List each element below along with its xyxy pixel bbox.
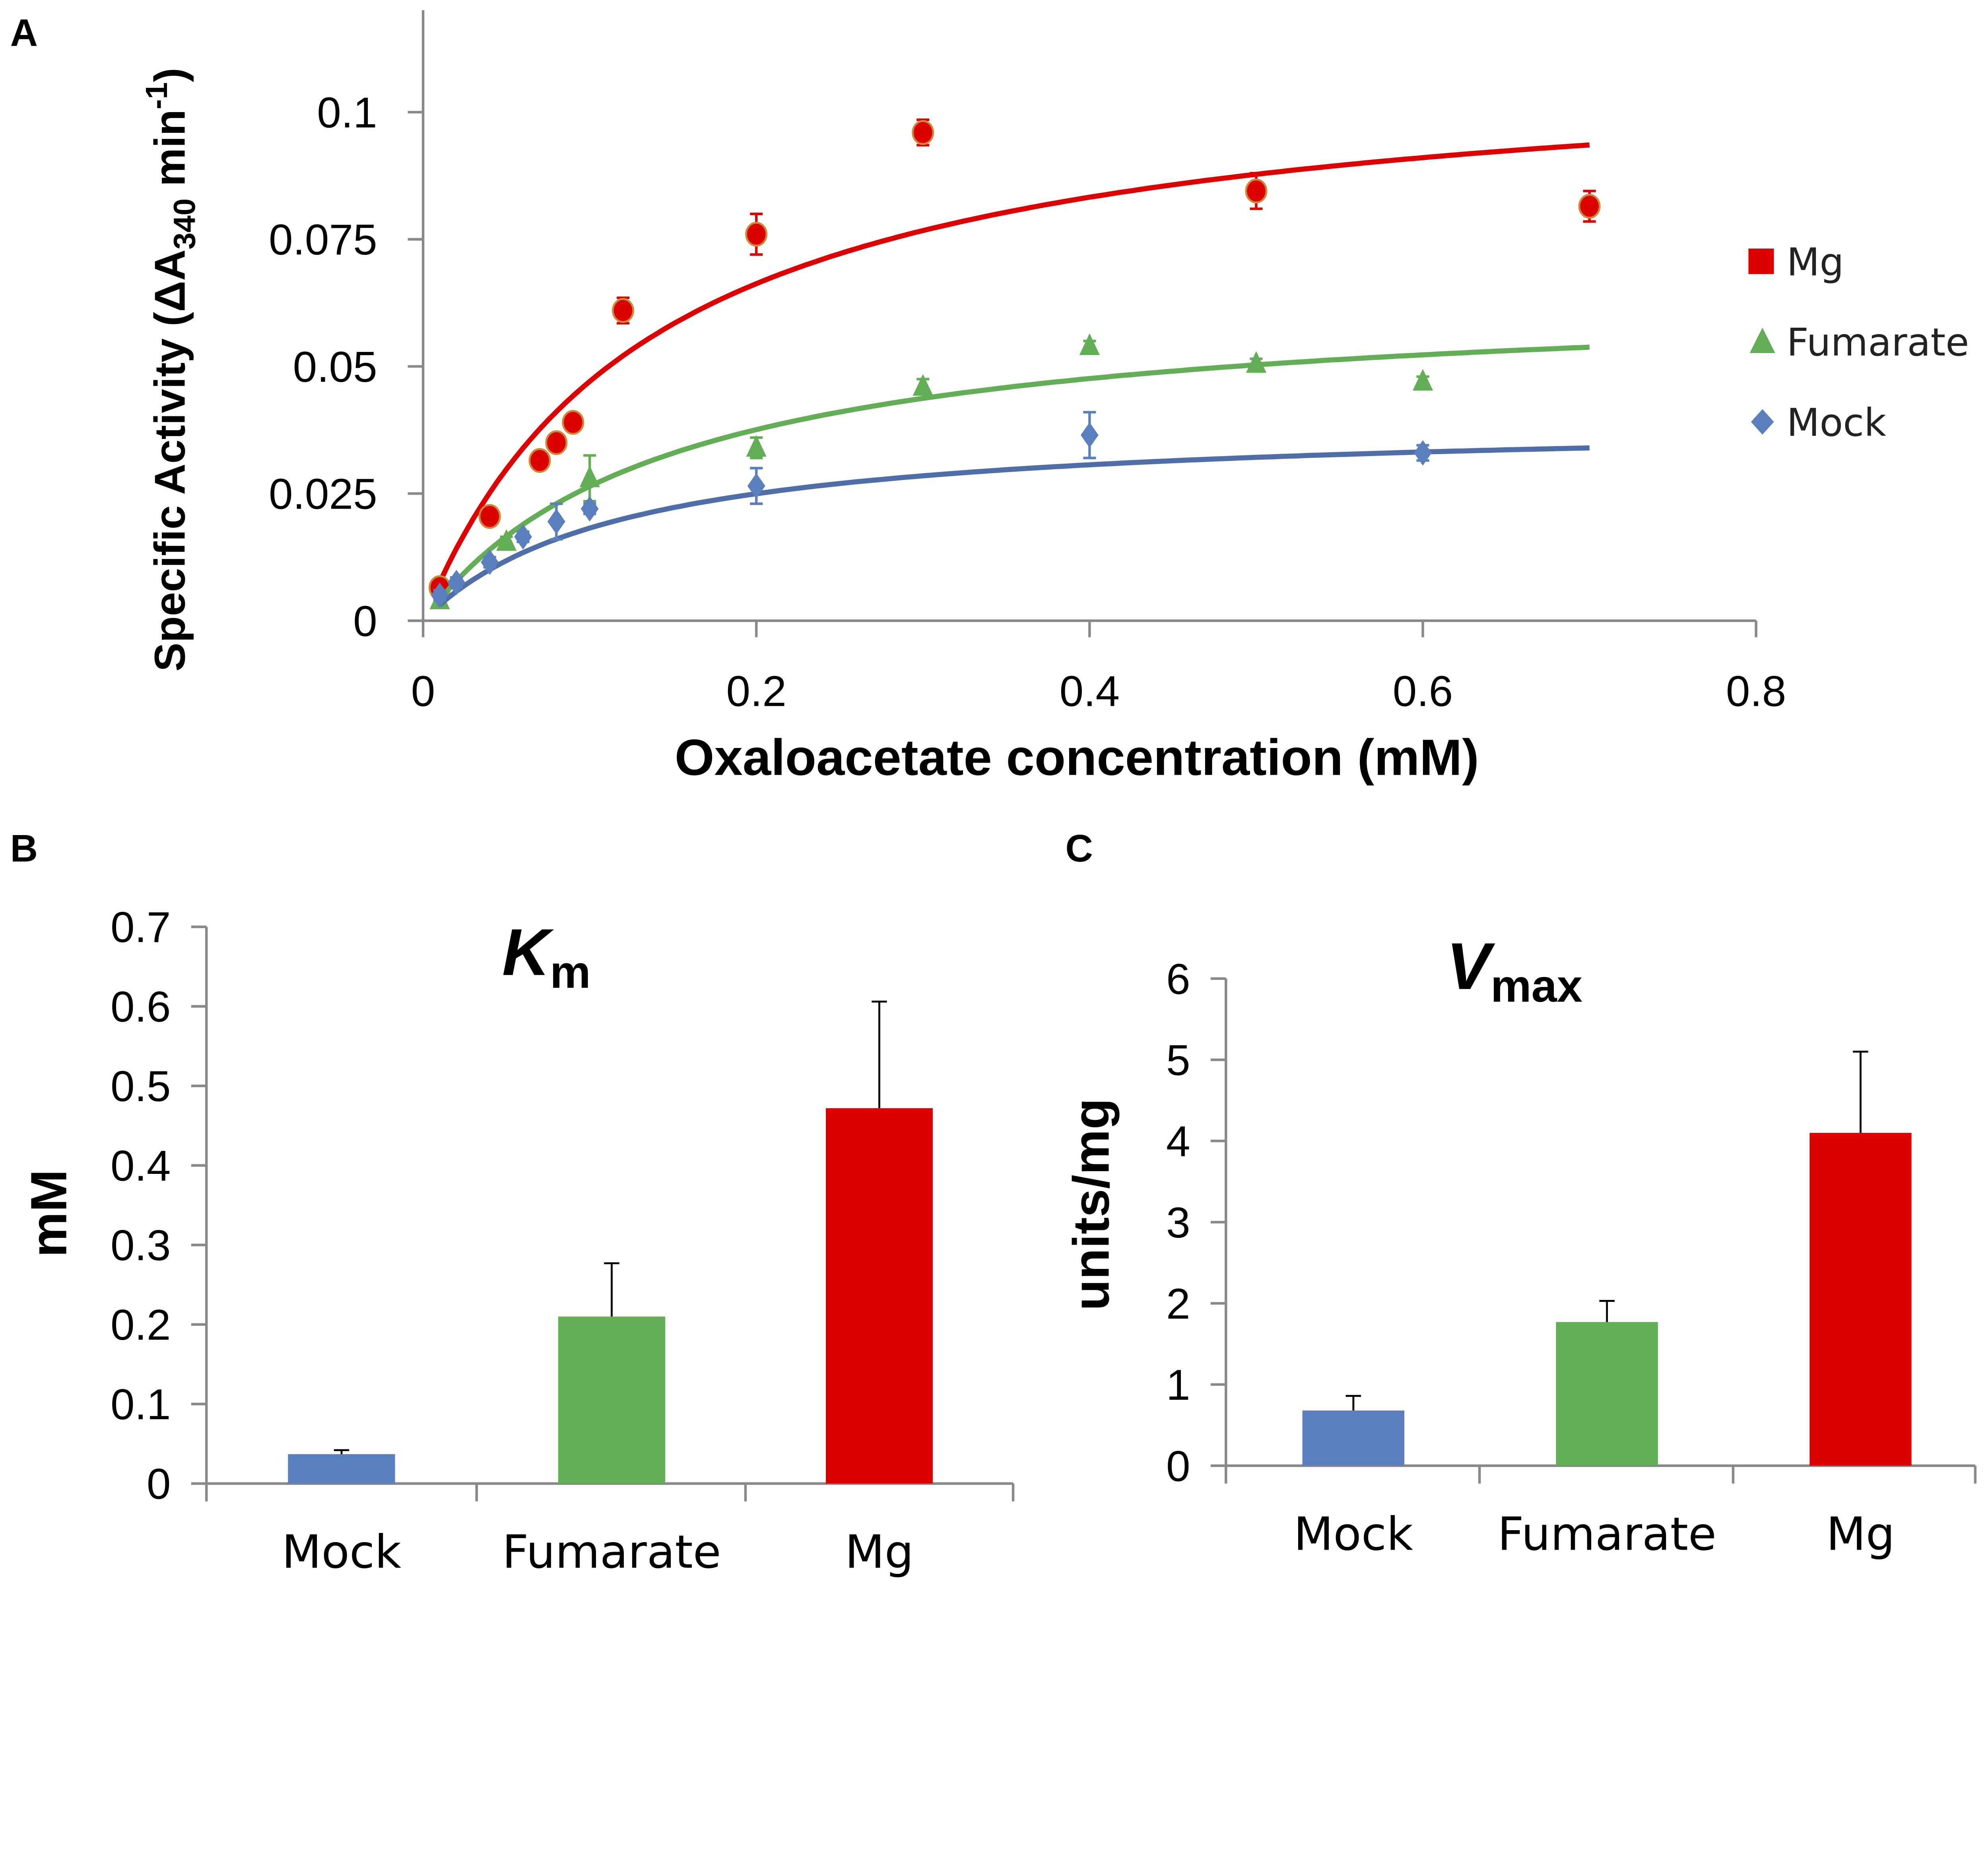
legend-marker-mock [1751, 409, 1774, 435]
legend-marker-mg [1748, 248, 1774, 274]
x-tick-label-a: 0.6 [1393, 667, 1453, 716]
data-point-fumarate [1412, 369, 1433, 391]
title-subscript: max [1491, 961, 1582, 1012]
error-bar-mock [1345, 1395, 1361, 1411]
data-point-mock [431, 582, 449, 608]
y-tick-label-a: 0.075 [269, 216, 377, 264]
x-tick-label-a: 0.8 [1726, 667, 1786, 716]
data-point-mock [747, 473, 765, 499]
data-point-fumarate [579, 465, 600, 488]
bar-mock [288, 1454, 395, 1484]
panel-label-c: C [1065, 828, 1093, 870]
data-point-fumarate [496, 529, 517, 551]
y-axis-label-part: 340 [167, 198, 202, 249]
y-tick-label-a: 0.1 [317, 89, 377, 137]
x-tick-label-a: 0 [411, 667, 435, 716]
y-tick-label-a: 0.025 [269, 470, 377, 519]
data-point-mock [580, 496, 599, 522]
y-tick-label-b: 0.3 [111, 1221, 171, 1270]
category-label-mg: Mg [1826, 1508, 1895, 1561]
data-point-fumarate [912, 374, 933, 396]
fit-curve-mg [437, 142, 1590, 583]
figure: A B C 0 0.025 0.05 0.075 0.1 0 0.2 0.4 0.6 0.8 Oxa… [10, 10, 1977, 1579]
y-tick-label-a: 0 [353, 597, 377, 645]
y-tick-label-b: 0.7 [111, 903, 171, 952]
y-tick-label-c: 2 [1166, 1280, 1190, 1328]
category-label-mock: Mock [1294, 1508, 1413, 1561]
x-axis-label-a: Oxaloacetate concentration (mM) [675, 729, 1479, 786]
y-tick-label-c: 1 [1166, 1361, 1190, 1409]
data-point-mg [562, 410, 584, 435]
error-bar-mg [1853, 1051, 1868, 1133]
bar-mg [1809, 1133, 1912, 1466]
data-point-mg [545, 430, 568, 455]
data-point-mock [1080, 422, 1099, 448]
y-axis-label-part: Specific Activity (ΔA [146, 249, 194, 671]
y-axis-label-part: min [146, 109, 194, 198]
y-tick-label-c: 6 [1166, 955, 1190, 1003]
y-axis-label-b: mM [21, 1170, 78, 1257]
bar-fumarate [558, 1316, 666, 1484]
legend-marker-fumarate [1749, 327, 1775, 353]
x-tick-label-a: 0.4 [1060, 667, 1120, 716]
legend-label-mg: Mg [1787, 240, 1844, 284]
chart-title-b: Km [502, 915, 591, 998]
y-tick-label-b: 0.6 [111, 983, 171, 1031]
data-point-mg [528, 448, 551, 473]
title-subscript: m [550, 947, 591, 998]
y-axis-label-part: ) [146, 68, 194, 82]
y-tick-label-a: 0.05 [293, 343, 377, 391]
error-bar-fumarate [1599, 1300, 1615, 1322]
data-point-fumarate [746, 435, 767, 457]
y-tick-label-c: 0 [1166, 1442, 1190, 1490]
data-point-mock [1414, 440, 1432, 466]
data-point-mg [1245, 179, 1268, 204]
y-tick-label-c: 3 [1166, 1199, 1190, 1247]
panel-label-a: A [10, 12, 38, 54]
y-axis-label-part: -1 [140, 82, 174, 109]
y-tick-label-c: 5 [1166, 1036, 1190, 1085]
error-bar-mock [334, 1449, 349, 1454]
chart-title-c: Vmax [1446, 929, 1582, 1012]
data-point-mg [745, 221, 768, 247]
fit-curve-fumarate [438, 344, 1590, 601]
panel-label-b: B [10, 828, 38, 870]
title-main: V [1446, 929, 1495, 1003]
category-label-mock: Mock [282, 1525, 402, 1579]
category-label-mg: Mg [845, 1525, 914, 1579]
bar-mock [1302, 1410, 1405, 1466]
y-tick-label-b: 0.2 [111, 1301, 171, 1349]
data-point-mg [478, 504, 501, 529]
y-axis-label-a: Specific Activity (ΔA340 min-1) [140, 68, 202, 671]
data-point-fumarate [1079, 333, 1100, 355]
data-point-mg [612, 298, 635, 323]
legend-label-fumarate: Fumarate [1787, 320, 1969, 365]
error-bar-mg [872, 1000, 887, 1108]
x-tick-label-a: 0.2 [726, 667, 786, 716]
y-tick-label-c: 4 [1166, 1117, 1190, 1166]
y-tick-label-b: 0.5 [111, 1062, 171, 1111]
data-point-fumarate [1246, 351, 1267, 373]
category-label-fumarate: Fumarate [1497, 1508, 1716, 1561]
data-point-mg [912, 120, 934, 145]
y-tick-label-b: 0.1 [111, 1380, 171, 1429]
bar-fumarate [1556, 1322, 1658, 1466]
y-axis-label-c: units/mg [1063, 1098, 1120, 1311]
fit-curve-mock [438, 445, 1590, 607]
title-main: K [502, 915, 554, 989]
legend-label-mock: Mock [1787, 400, 1887, 445]
data-point-mock [547, 509, 565, 534]
error-bar-fumarate [604, 1262, 619, 1317]
category-label-fumarate: Fumarate [502, 1525, 721, 1579]
data-point-mg [1578, 194, 1601, 219]
y-tick-label-b: 0.4 [111, 1142, 171, 1190]
y-tick-label-b: 0 [147, 1460, 171, 1508]
bar-mg [825, 1108, 933, 1484]
